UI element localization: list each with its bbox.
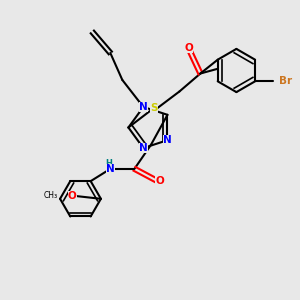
Text: N: N: [106, 164, 115, 174]
Text: O: O: [184, 43, 193, 53]
Text: S: S: [150, 103, 158, 113]
Text: CH₃: CH₃: [43, 191, 57, 200]
Text: H: H: [106, 159, 112, 168]
Text: N: N: [163, 135, 172, 145]
Text: O: O: [156, 176, 164, 186]
Text: N: N: [139, 102, 148, 112]
Text: N: N: [139, 143, 148, 153]
Text: Br: Br: [278, 76, 292, 86]
Text: O: O: [68, 191, 77, 201]
